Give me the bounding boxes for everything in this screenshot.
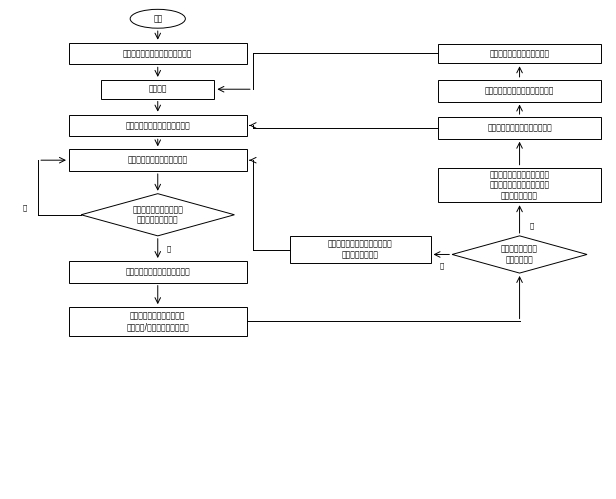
Ellipse shape — [130, 9, 185, 28]
Text: 是: 是 — [23, 204, 27, 211]
Text: 否: 否 — [167, 245, 171, 251]
Text: 用户进汽调节阀阀位循环采集: 用户进汽调节阀阀位循环采集 — [128, 156, 188, 165]
Text: 计算抽汽调节阀当前目标开度
比较当前开度值并计算开启至
目标值的时间步长: 计算抽汽调节阀当前目标开度 比较当前开度值并计算开启至 目标值的时间步长 — [490, 170, 549, 200]
Polygon shape — [81, 194, 235, 236]
Polygon shape — [452, 236, 587, 273]
Text: 抽汽调节阀目标值输出中断允许: 抽汽调节阀目标值输出中断允许 — [126, 121, 190, 130]
Text: 抽汽调节阀目标值输出中断允许: 抽汽调节阀目标值输出中断允许 — [487, 123, 552, 132]
Text: 计时开始并等待抽汽阀开至目标值: 计时开始并等待抽汽阀开至目标值 — [485, 86, 554, 95]
Text: 开始: 开始 — [153, 14, 163, 23]
Bar — [69, 42, 246, 64]
Bar — [439, 43, 601, 63]
Bar — [69, 307, 246, 336]
Bar — [101, 80, 214, 99]
Bar — [439, 117, 601, 139]
Text: 中断处理响应电厂控制系统主动
读取调节阀开度值: 中断处理响应电厂控制系统主动 读取调节阀开度值 — [328, 240, 392, 259]
Text: 抽汽调节阀目标值输出中断允关: 抽汽调节阀目标值输出中断允关 — [126, 267, 190, 276]
Text: 否: 否 — [530, 223, 534, 229]
Bar — [439, 80, 601, 102]
Text: 是: 是 — [439, 262, 444, 268]
Text: 令抽汽调节阀目标值等于当前阀位: 令抽汽调节阀目标值等于当前阀位 — [123, 49, 192, 58]
Text: 判断阀门开度是否
在合理范围内: 判断阀门开度是否 在合理范围内 — [501, 245, 538, 264]
Bar — [69, 261, 246, 283]
Text: 计算阀门加权平均开度，及
开度最大/小的阀门开度并记录: 计算阀门加权平均开度，及 开度最大/小的阀门开度并记录 — [126, 312, 189, 331]
Bar — [69, 149, 246, 171]
Text: 用户阀位是否在合理范围
已关闭阀不参与判断: 用户阀位是否在合理范围 已关闭阀不参与判断 — [132, 205, 183, 225]
Text: 循环开始: 循环开始 — [148, 85, 167, 94]
Bar — [69, 115, 246, 136]
Bar — [439, 168, 601, 203]
Text: 计时结束或阀位已经至目标值: 计时结束或阀位已经至目标值 — [490, 49, 549, 58]
Bar — [290, 236, 431, 263]
